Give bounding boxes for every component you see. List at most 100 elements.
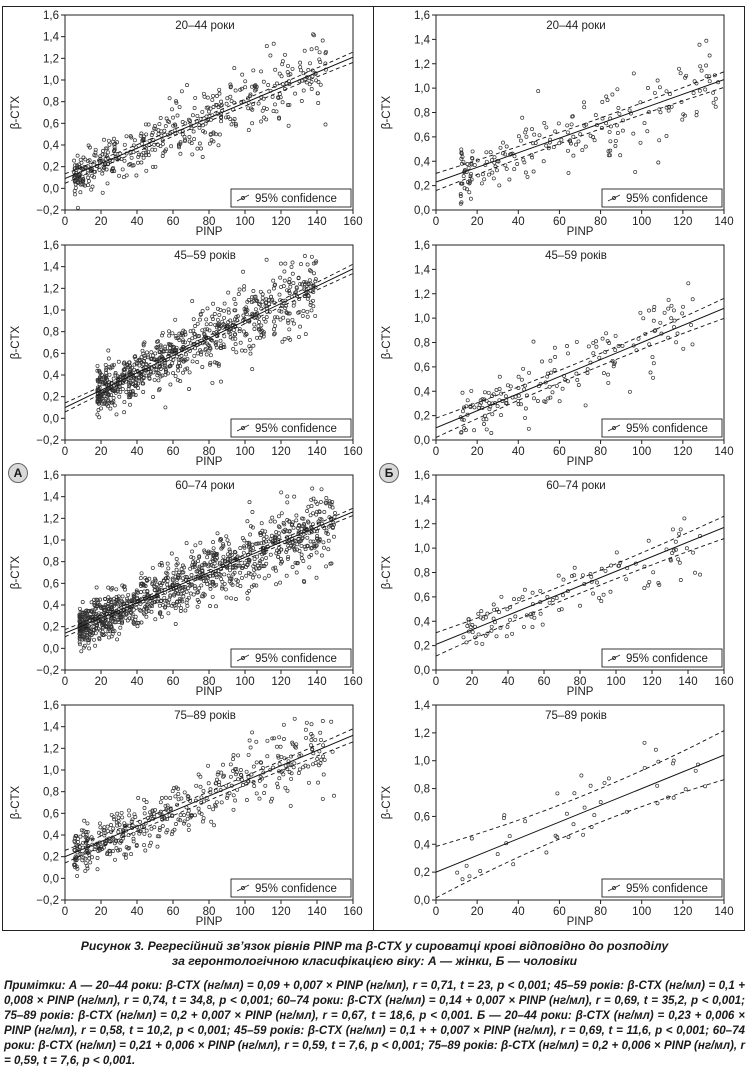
- data-point: [698, 572, 703, 577]
- data-point: [571, 134, 576, 139]
- data-point: [77, 631, 82, 636]
- ci-lower: [65, 61, 353, 184]
- data-point: [305, 309, 310, 314]
- data-point: [180, 576, 185, 581]
- data-point: [197, 125, 202, 130]
- data-point: [109, 829, 114, 834]
- data-point: [507, 834, 512, 839]
- data-point: [503, 152, 508, 157]
- data-point: [459, 430, 464, 435]
- data-point: [494, 634, 499, 639]
- scatter-chart: 0 20 40 60 80 100 120 1400,00,20,40,60,81,01,21…: [381, 700, 734, 926]
- data-point: [472, 428, 477, 433]
- data-point: [258, 289, 263, 294]
- data-point: [165, 579, 170, 583]
- data-point: [284, 573, 289, 578]
- data-point: [155, 373, 160, 378]
- legend-line-icon: [607, 194, 621, 202]
- data-point: [213, 781, 218, 786]
- data-point: [466, 620, 471, 625]
- data-point: [241, 550, 246, 555]
- data-point: [234, 315, 239, 319]
- regression-line: [436, 754, 724, 873]
- data-point: [145, 588, 150, 593]
- data-point: [233, 336, 238, 341]
- legend-label: 95% confidence: [626, 883, 708, 895]
- y-tick-label: 1,2: [43, 283, 59, 295]
- data-point: [591, 591, 595, 596]
- data-point: [231, 320, 236, 325]
- y-tick-label: 1,0: [43, 305, 59, 317]
- data-point: [150, 808, 155, 813]
- data-point: [591, 340, 596, 345]
- data-point: [275, 315, 280, 320]
- data-point: [285, 288, 290, 293]
- data-point: [171, 123, 176, 128]
- data-point: [244, 573, 249, 578]
- data-point: [148, 810, 152, 815]
- data-point: [170, 814, 175, 819]
- data-point: [208, 787, 213, 792]
- data-point: [211, 331, 216, 335]
- data-point: [528, 612, 533, 617]
- data-point: [220, 584, 225, 589]
- data-point: [250, 121, 255, 126]
- data-point: [277, 71, 282, 76]
- data-point: [184, 575, 189, 580]
- x-tick-label: 60: [553, 446, 566, 458]
- data-point: [179, 567, 184, 571]
- data-point: [233, 122, 238, 127]
- data-point: [498, 625, 503, 630]
- data-point: [93, 153, 98, 158]
- data-point: [489, 624, 494, 629]
- data-point: [263, 783, 268, 788]
- data-point: [230, 565, 235, 570]
- data-point: [610, 92, 615, 97]
- data-point: [643, 331, 648, 336]
- data-point: [488, 150, 493, 155]
- y-tick-label: 0,0: [414, 205, 430, 217]
- data-point: [138, 601, 143, 606]
- data-point: [553, 833, 558, 838]
- data-point: [133, 354, 138, 359]
- data-point: [302, 282, 307, 286]
- data-point: [215, 102, 220, 107]
- data-point: [222, 323, 227, 328]
- data-point: [250, 84, 254, 89]
- data-point: [641, 316, 646, 321]
- data-point: [205, 551, 210, 556]
- data-point: [279, 557, 283, 561]
- data-point: [613, 144, 618, 148]
- data-point: [97, 415, 102, 420]
- data-point: [169, 144, 174, 149]
- data-point: [143, 122, 148, 127]
- data-point: [305, 535, 310, 540]
- data-point: [131, 607, 136, 612]
- legend-marker-icon: [612, 886, 616, 890]
- data-point: [157, 834, 162, 839]
- data-point: [320, 796, 325, 801]
- data-point: [239, 773, 244, 778]
- data-point: [316, 780, 321, 785]
- data-point: [260, 108, 265, 113]
- data-point: [89, 600, 94, 605]
- data-point: [538, 600, 543, 605]
- data-point: [647, 579, 652, 584]
- data-point: [691, 91, 696, 95]
- data-point: [499, 413, 503, 418]
- data-point: [215, 531, 220, 536]
- data-point: [75, 205, 80, 210]
- data-point: [313, 313, 318, 318]
- data-point: [666, 795, 670, 800]
- data-point: [95, 602, 100, 607]
- data-point: [255, 554, 260, 559]
- data-point: [232, 332, 237, 337]
- data-point: [646, 86, 650, 90]
- data-point: [648, 370, 653, 375]
- data-point: [170, 829, 175, 834]
- data-point: [219, 99, 224, 104]
- data-point: [298, 60, 303, 65]
- x-tick-label: 80: [203, 216, 216, 228]
- data-point: [222, 345, 227, 350]
- data-point: [546, 146, 551, 151]
